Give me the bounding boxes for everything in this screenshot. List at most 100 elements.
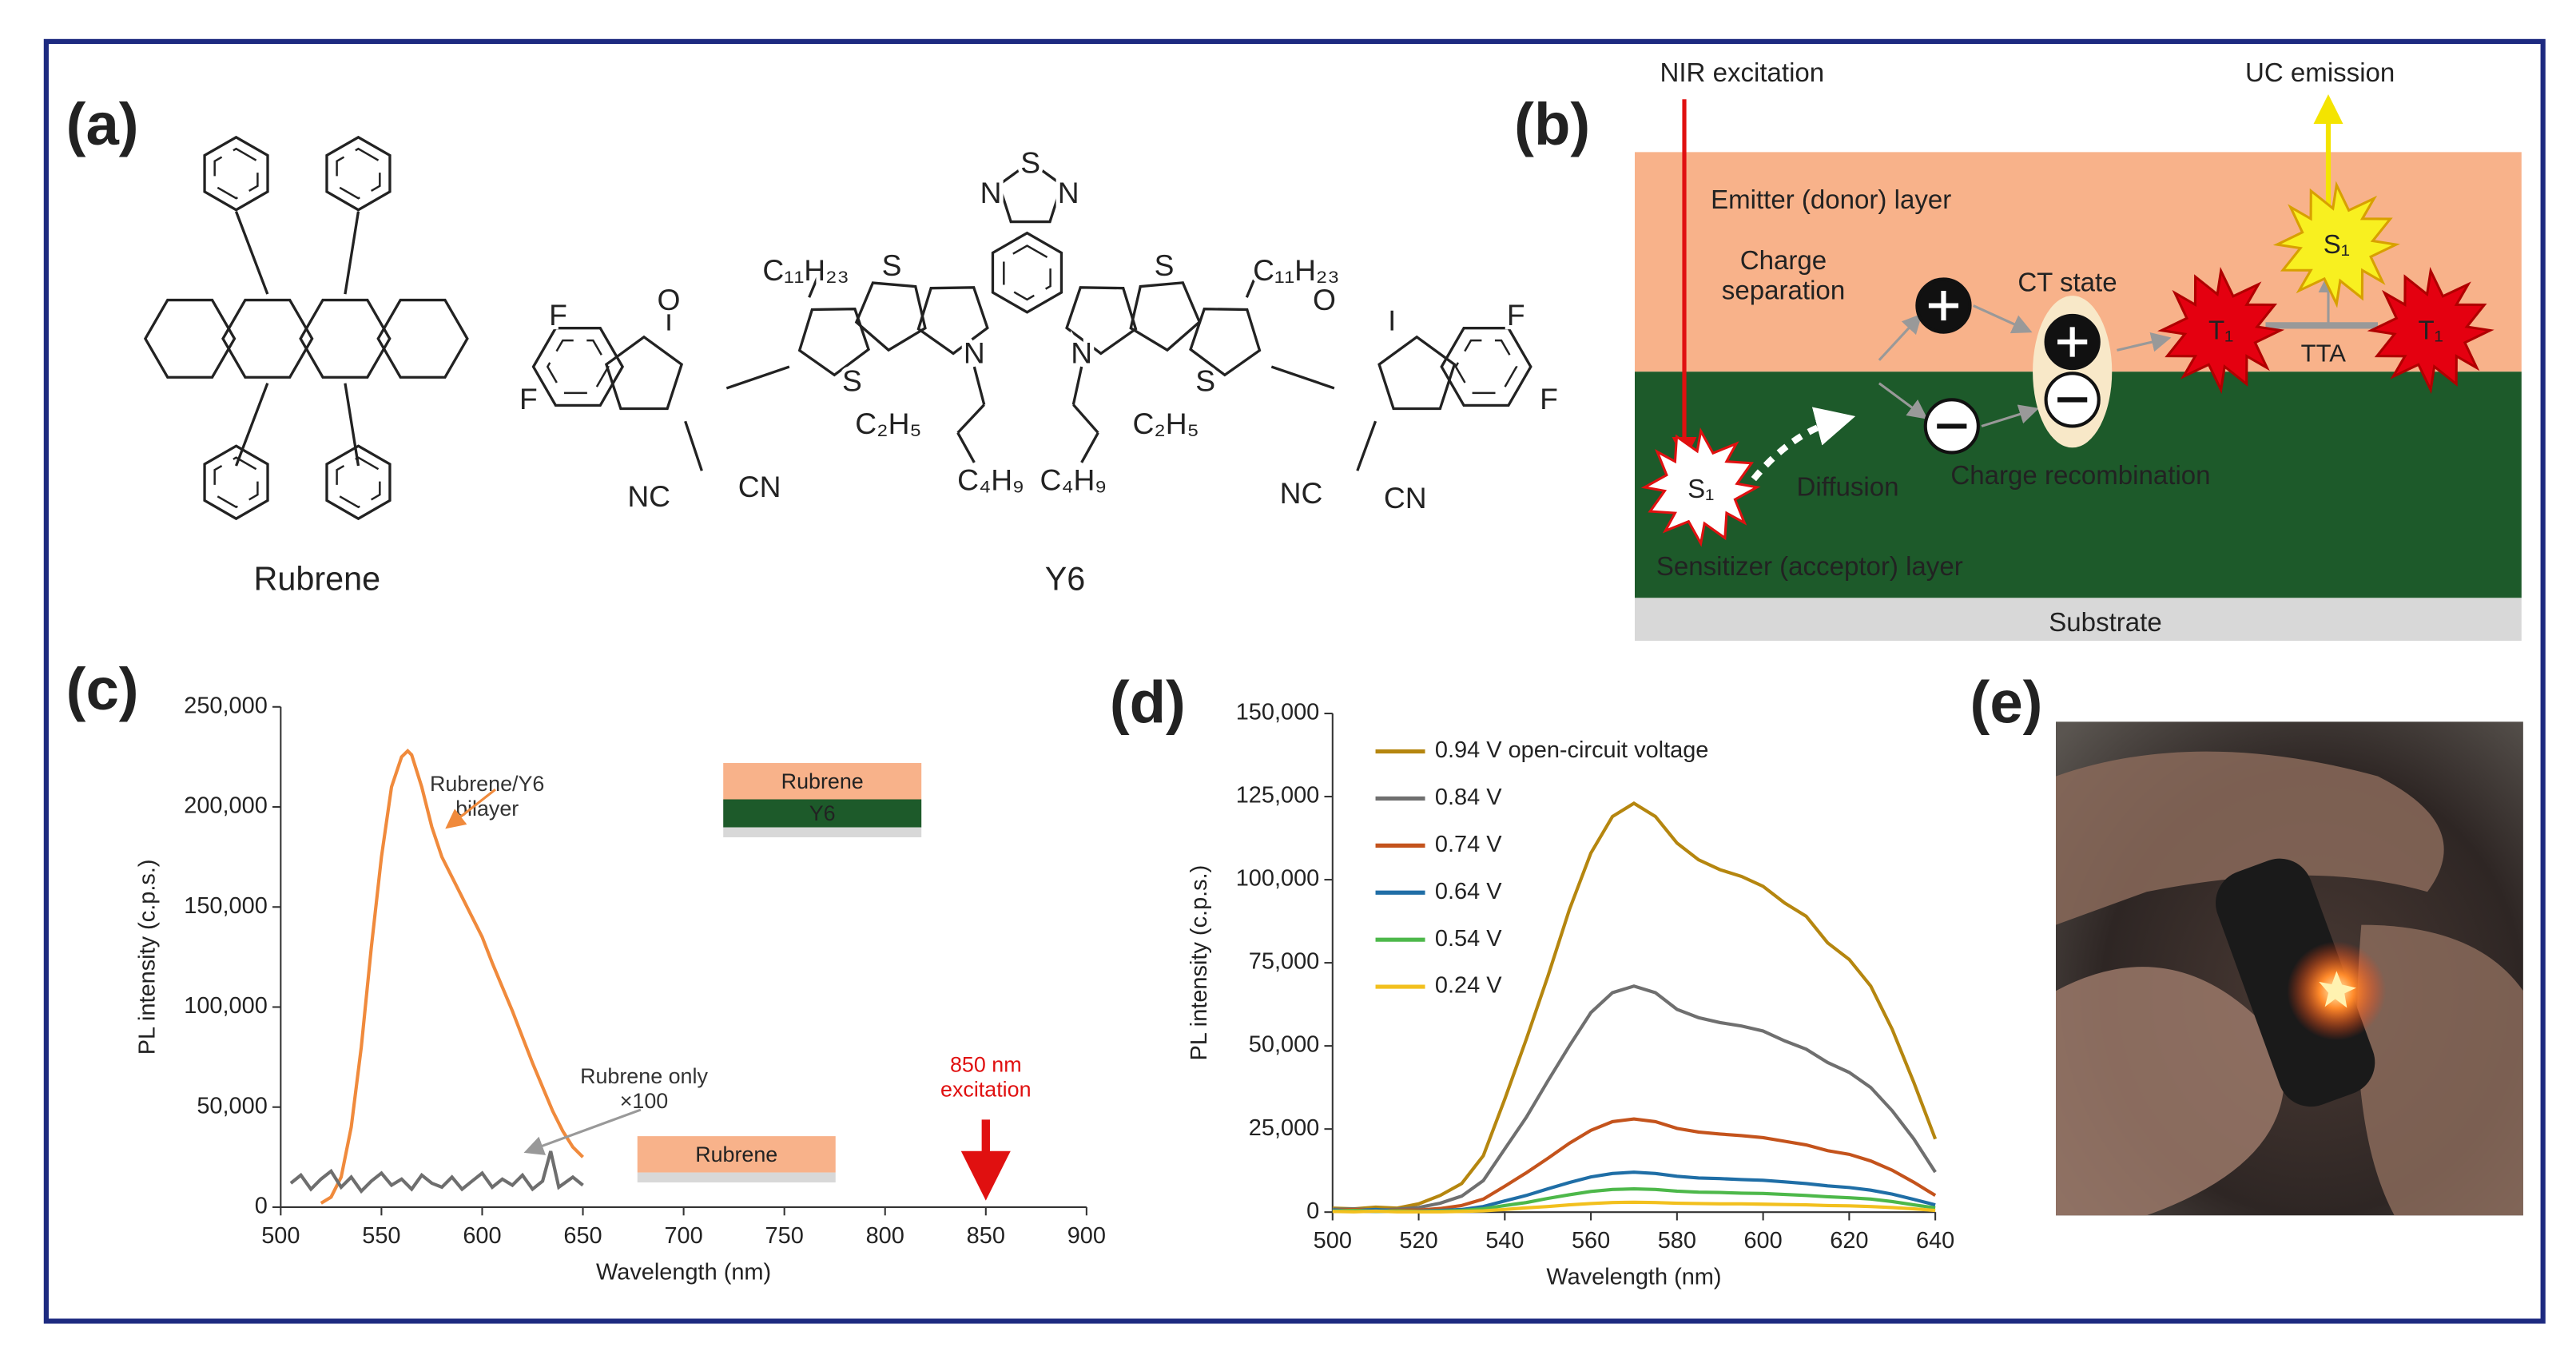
- atom-label: F: [519, 382, 538, 415]
- atom-label: NC: [627, 479, 670, 513]
- bond: [1270, 365, 1335, 390]
- y-tick-label: 150,000: [1236, 700, 1320, 725]
- legend-label: 0.54 V: [1435, 926, 1502, 952]
- x-tick-label: 600: [463, 1223, 501, 1249]
- diagram-text-box: Charge separation: [1721, 248, 1846, 307]
- atom-label: S: [1195, 364, 1215, 398]
- emission-spot: [2319, 971, 2356, 1008]
- process-arrow: [1973, 304, 2033, 334]
- y-tick-label: 0: [255, 1194, 268, 1219]
- y-tick-label: 75,000: [1249, 949, 1319, 975]
- ring-inner: [1454, 339, 1518, 395]
- atom-label: C₁₁H₂₃: [762, 253, 849, 287]
- x-tick-label: 600: [1743, 1228, 1782, 1254]
- x-axis-label: Wavelength (nm): [596, 1259, 771, 1285]
- legend-label: 0.74 V: [1435, 832, 1502, 857]
- x-tick-label: 640: [1916, 1228, 1954, 1254]
- diagram-text: UC emission: [2245, 58, 2395, 88]
- ring-inner: [546, 339, 610, 395]
- legend-label: 0.64 V: [1435, 879, 1502, 904]
- bond: [1080, 431, 1099, 463]
- x-tick-label: 800: [866, 1223, 904, 1249]
- atom-label: C₁₁H₂₃: [1253, 253, 1339, 287]
- atom-label: S: [1020, 146, 1040, 180]
- atom-label: NC: [1280, 476, 1323, 510]
- bond: [344, 211, 360, 295]
- series-line: [1332, 984, 1937, 1212]
- atom-label: F: [1507, 298, 1525, 332]
- diagram-text: CT state: [2017, 268, 2117, 297]
- finger: [2357, 924, 2523, 1216]
- diagram-text: Sensitizer (acceptor) layer: [1656, 552, 1963, 582]
- x-tick-label: 700: [664, 1223, 702, 1249]
- annotation-arrow: [523, 1108, 642, 1155]
- atom-label: O: [1313, 283, 1336, 316]
- x-tick-label: 550: [362, 1223, 400, 1249]
- diagram-text: Charge separation: [1721, 248, 1846, 307]
- ring: [1189, 308, 1262, 377]
- ring: [531, 327, 625, 407]
- atom-label: F: [1540, 382, 1558, 415]
- atom-label: CN: [1384, 481, 1427, 515]
- panel-label: (b): [1514, 91, 1590, 157]
- ring: [997, 160, 1063, 224]
- diagram-text: NIR excitation: [1660, 58, 1824, 88]
- x-tick-label: 620: [1830, 1228, 1868, 1254]
- series-line: [1332, 1200, 1936, 1214]
- excitation-label-box: 850 nm excitation: [940, 1053, 1032, 1102]
- y-axis-label: PL intensity (c.p.s.): [1187, 865, 1212, 1061]
- inset-label: Rubrene: [781, 769, 864, 793]
- y-tick-label: 50,000: [1249, 1032, 1319, 1058]
- x-tick-label: 900: [1067, 1223, 1106, 1249]
- bond: [344, 383, 360, 467]
- state-label: T₁: [2208, 316, 2233, 345]
- diagram-text: Diffusion: [1797, 473, 1899, 503]
- x-tick-label: 580: [1658, 1228, 1696, 1254]
- panel-label: (c): [66, 656, 139, 722]
- ring-inner: [213, 147, 259, 200]
- process-arrow: [1981, 404, 2040, 427]
- x-tick-label: 650: [563, 1223, 602, 1249]
- inset-substrate: [637, 1172, 836, 1182]
- inset-substrate: [723, 827, 922, 838]
- inset-layer: [723, 799, 922, 828]
- s1-emitter: [2272, 181, 2400, 308]
- ring: [1129, 281, 1202, 352]
- y-tick-label: 250,000: [184, 693, 268, 718]
- x-tick-label: 850: [967, 1223, 1005, 1249]
- atom-label: C₂H₅: [1132, 407, 1199, 440]
- bond: [1072, 403, 1099, 434]
- state-label: S₁: [1688, 475, 1714, 504]
- ring: [991, 231, 1063, 314]
- molecule-name: Y6: [1045, 561, 1086, 598]
- x-tick-label: 560: [1572, 1228, 1610, 1254]
- ring: [1440, 327, 1532, 407]
- series-line: [320, 749, 584, 1205]
- x-tick-label: 750: [765, 1223, 804, 1249]
- bond: [234, 211, 269, 295]
- series-annotation-box: Rubrene only ×100: [580, 1065, 708, 1113]
- ring: [797, 308, 871, 377]
- state-label: T₁: [2418, 316, 2443, 345]
- atom-label: N: [1071, 336, 1092, 369]
- ring: [376, 298, 469, 379]
- atom-label: F: [549, 298, 567, 332]
- inset-label: Rubrene: [695, 1142, 777, 1166]
- y-axis-label: PL intensity (c.p.s.): [135, 859, 161, 1055]
- bond: [684, 420, 703, 471]
- t1: [2367, 267, 2495, 395]
- ring: [604, 335, 684, 411]
- series-line: [1332, 801, 1938, 1211]
- x-tick-label: 500: [261, 1223, 300, 1249]
- bond: [1356, 420, 1377, 471]
- y-tick-label: 200,000: [184, 793, 268, 819]
- atom-label: O: [658, 283, 681, 316]
- diffusion-arrow: [1751, 407, 1856, 482]
- y-tick-label: 25,000: [1249, 1115, 1319, 1141]
- atom-label: C₂H₅: [855, 407, 921, 440]
- process-arrow: [1878, 313, 1922, 361]
- bond: [956, 431, 976, 463]
- excitation-label: 850 nm excitation: [940, 1053, 1032, 1102]
- y-tick-label: 100,000: [184, 993, 268, 1019]
